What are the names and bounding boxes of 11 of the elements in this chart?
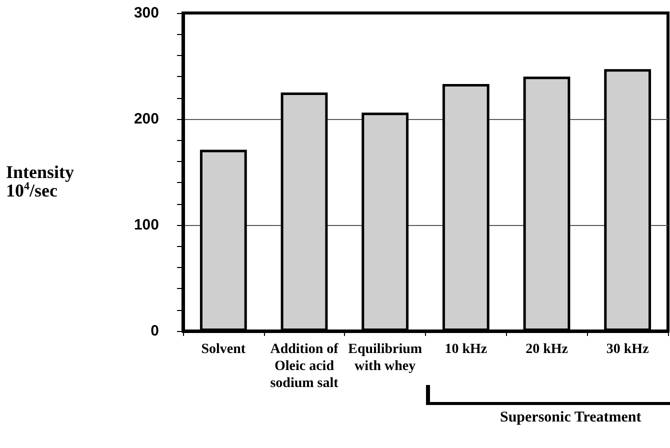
x-tick-label: Addition of Oleic acid sodium salt — [270, 342, 339, 391]
x-tick-label: 20 kHz — [526, 342, 568, 357]
y-tick-label: 200 — [134, 110, 159, 128]
y-tick-label: 100 — [134, 216, 159, 234]
y-tick-label: 0 — [150, 322, 159, 340]
text: Supersonic Treatment — [500, 410, 642, 426]
y-tick-label: 300 — [134, 4, 159, 22]
x-tick-label: 10 kHz — [444, 342, 488, 357]
x-tick-label: Solvent — [201, 342, 246, 357]
x-tick-label: Equilibrium with whey — [348, 342, 422, 374]
x-tick-label: 30 kHz — [606, 342, 649, 357]
